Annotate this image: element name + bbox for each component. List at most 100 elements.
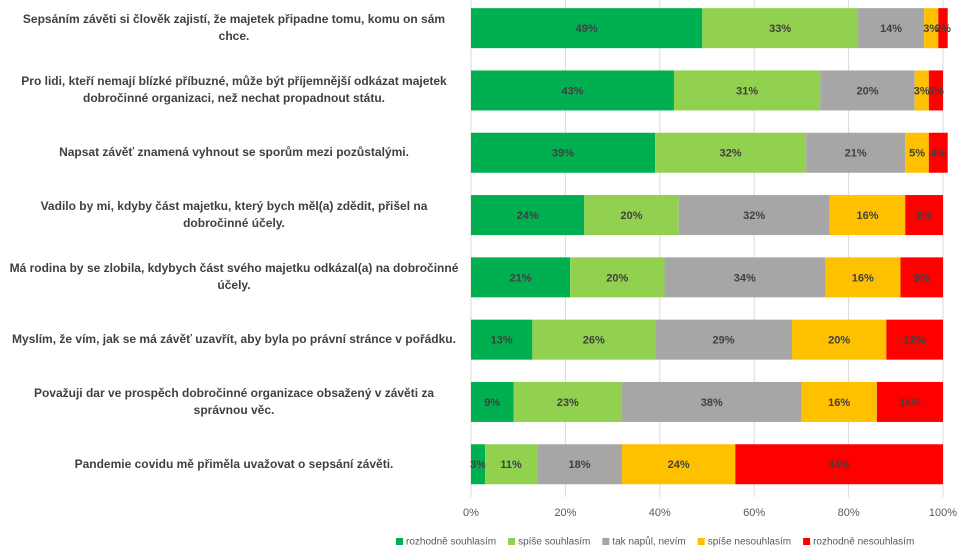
- data-label: 5%: [909, 148, 925, 160]
- category-label: Považuji dar ve prospěch dobročinné orga…: [33, 385, 435, 417]
- data-label: 12%: [904, 335, 926, 347]
- x-tick-label: 20%: [554, 507, 576, 519]
- category-label: Pro lidi, kteří nemají blízké příbuzné, …: [21, 74, 447, 106]
- data-label: 16%: [852, 272, 874, 284]
- bar-segment: [886, 319, 943, 360]
- data-label: 23%: [557, 397, 579, 409]
- data-label: 3%: [470, 459, 486, 471]
- legend-swatch: [602, 538, 610, 545]
- data-label: 20%: [620, 210, 642, 222]
- data-label: 2%: [935, 23, 951, 35]
- bar-segment: [471, 132, 656, 173]
- bar-segment: [801, 381, 877, 422]
- data-label: 14%: [899, 397, 921, 409]
- data-label: 8%: [916, 210, 932, 222]
- data-label: 21%: [845, 148, 867, 160]
- x-tick-label: 60%: [743, 507, 765, 519]
- legend-swatch: [508, 538, 516, 545]
- bar-segment: [702, 8, 859, 49]
- bar-segment: [485, 444, 538, 485]
- data-label: 3%: [914, 85, 930, 97]
- data-label: 26%: [583, 335, 605, 347]
- data-label: 4%: [930, 148, 946, 160]
- bar-segment: [905, 132, 929, 173]
- category-label: Myslím, že vím, jak se má závěť uzavřít,…: [12, 332, 456, 347]
- data-label: 20%: [856, 85, 878, 97]
- bar-segment: [924, 8, 939, 49]
- data-label: 9%: [914, 272, 930, 284]
- bar-segment: [858, 8, 925, 49]
- x-tick-label: 80%: [838, 507, 860, 519]
- category-label: Vadilo by mi, kdyby část majetku, který …: [40, 199, 428, 231]
- data-label: 33%: [769, 23, 791, 35]
- data-label: 34%: [734, 272, 756, 284]
- legend-swatch: [803, 538, 811, 545]
- bar-segment: [825, 257, 901, 298]
- legend-swatch: [396, 538, 403, 545]
- bar-segment: [820, 70, 915, 111]
- data-label: 9%: [484, 397, 500, 409]
- legend-label: rozhodně nesouhlasím: [813, 537, 914, 548]
- data-label: 20%: [828, 335, 850, 347]
- data-label: 21%: [510, 272, 532, 284]
- data-label: 24%: [517, 210, 539, 222]
- category-label: Pandemie covidu mě přiměla uvažovat o se…: [74, 456, 394, 471]
- legend-label: rozhodně souhlasím: [406, 537, 496, 548]
- bar-segment: [471, 319, 533, 360]
- bar-segment: [537, 444, 623, 485]
- data-label: 32%: [720, 148, 742, 160]
- bar-segment: [622, 444, 736, 485]
- data-label: 11%: [500, 459, 522, 471]
- x-tick-label: 100%: [929, 507, 957, 519]
- bar-segment: [673, 70, 821, 111]
- bar-segment: [622, 381, 802, 422]
- data-label: 29%: [713, 335, 735, 347]
- bar-segment: [735, 444, 943, 485]
- bar-segment: [928, 70, 943, 111]
- bar-segment: [905, 195, 943, 236]
- bar-segment: [471, 70, 674, 111]
- legend-swatch: [697, 538, 705, 545]
- data-label: 13%: [491, 335, 513, 347]
- bar-segment: [471, 195, 585, 236]
- bar-segment: [471, 257, 571, 298]
- x-tick-label: 40%: [649, 507, 671, 519]
- x-tick-label: 0%: [463, 507, 479, 519]
- bar-segment: [471, 8, 703, 49]
- bar-segment: [664, 257, 825, 298]
- data-label: 39%: [552, 148, 574, 160]
- data-label: 49%: [576, 23, 598, 35]
- data-label: 18%: [569, 459, 591, 471]
- bar-segment: [471, 444, 486, 485]
- bar-segment: [928, 132, 948, 173]
- category-label: Sepsáním závěti si člověk zajistí, že ma…: [22, 12, 446, 44]
- data-label: 14%: [880, 23, 902, 35]
- data-label: 16%: [856, 210, 878, 222]
- bar-segment: [584, 195, 679, 236]
- data-label: 44%: [828, 459, 850, 471]
- data-label: 43%: [561, 85, 583, 97]
- bar-segment: [829, 195, 906, 236]
- data-label: 3%: [928, 85, 944, 97]
- data-label: 3%: [923, 23, 939, 35]
- bar-segment: [806, 132, 906, 173]
- category-label: Napsat závěť znamená vyhnout se sporům m…: [59, 145, 409, 160]
- bar-segment: [914, 70, 929, 111]
- data-label: 31%: [736, 85, 758, 97]
- bar-segment: [900, 257, 943, 298]
- data-label: 32%: [743, 210, 765, 222]
- data-label: 38%: [701, 397, 723, 409]
- bar-segment: [791, 319, 887, 360]
- bar-segment: [678, 195, 830, 236]
- data-label: 16%: [828, 397, 850, 409]
- legend-label: tak napůl, nevím: [612, 536, 685, 548]
- bar-segment: [655, 132, 807, 173]
- data-label: 24%: [668, 459, 690, 471]
- bar-segment: [655, 319, 792, 360]
- bar-segment: [570, 257, 665, 298]
- bar-segment: [471, 381, 514, 422]
- bar-segment: [513, 381, 623, 422]
- legend-label: spíše souhlasím: [518, 537, 590, 548]
